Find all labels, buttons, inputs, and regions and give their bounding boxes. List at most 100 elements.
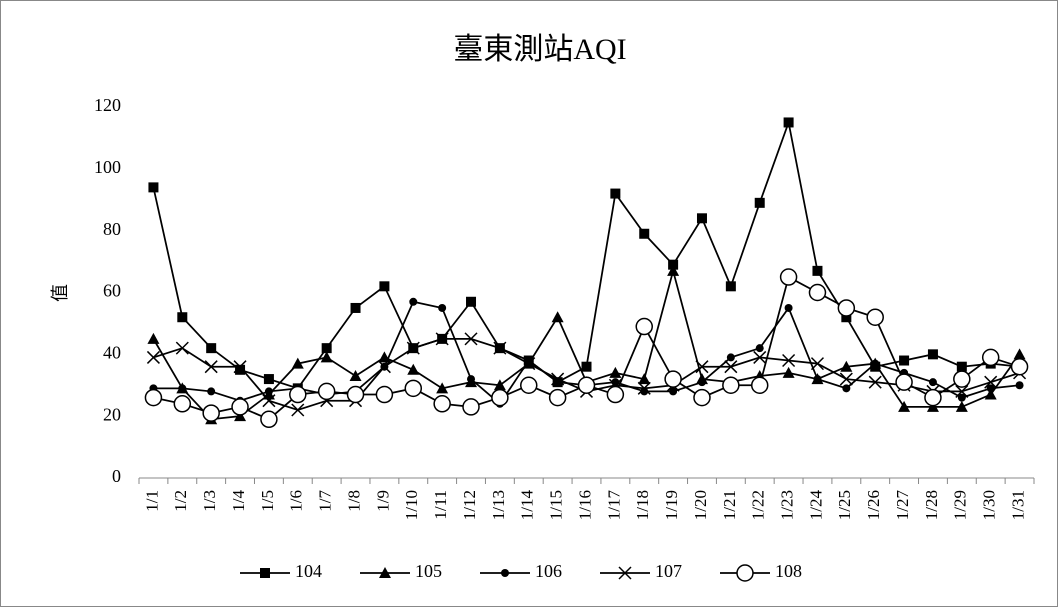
data-point — [173, 395, 192, 413]
data-point — [207, 387, 216, 396]
x-tick-label: 1/1 — [142, 490, 161, 512]
data-point — [754, 197, 765, 208]
data-point — [548, 388, 567, 407]
data-point — [637, 381, 651, 395]
data-point — [956, 361, 967, 372]
data-point — [669, 387, 678, 396]
data-point — [841, 312, 852, 323]
x-tick-label: 1/9 — [373, 490, 392, 512]
data-point — [1015, 381, 1024, 390]
data-point — [984, 375, 998, 389]
legend-marker — [618, 566, 632, 580]
data-point — [438, 303, 447, 312]
legend-marker — [260, 568, 270, 578]
data-point — [928, 378, 937, 387]
data-point — [839, 372, 853, 386]
x-tick-label: 1/5 — [258, 490, 277, 512]
x-tick-label: 1/20 — [691, 490, 710, 520]
data-point — [148, 182, 159, 193]
x-tick-label: 1/25 — [835, 490, 854, 520]
data-point — [522, 357, 536, 371]
data-point — [984, 388, 997, 400]
x-tick-label: 1/10 — [402, 490, 421, 520]
data-point — [667, 264, 680, 276]
data-point — [204, 360, 218, 374]
data-point — [693, 388, 711, 407]
x-tick-label: 1/23 — [778, 490, 797, 520]
data-point — [235, 364, 246, 375]
legend-marker — [379, 567, 391, 578]
data-point — [899, 355, 910, 366]
data-point — [147, 332, 160, 344]
data-point — [262, 394, 276, 408]
y-tick-label: 20 — [103, 404, 121, 424]
data-point — [264, 387, 273, 396]
x-tick-label: 1/19 — [662, 490, 681, 520]
data-point — [871, 359, 880, 368]
x-tick-label: 1/14 — [518, 490, 537, 521]
data-point — [231, 398, 249, 416]
data-point — [842, 384, 851, 393]
data-point — [435, 332, 449, 346]
data-point — [784, 303, 793, 312]
data-point — [927, 349, 938, 360]
data-point — [375, 385, 394, 404]
data-point — [779, 268, 798, 286]
data-point — [377, 360, 391, 374]
data-point — [407, 363, 420, 375]
data-point — [289, 385, 307, 404]
y-axis-label: 值 — [50, 284, 70, 302]
data-point — [349, 369, 362, 381]
data-point — [577, 376, 596, 394]
data-point — [926, 400, 939, 412]
data-point — [812, 265, 823, 276]
data-point — [406, 341, 420, 355]
x-tick-label: 1/22 — [749, 490, 768, 520]
data-point — [840, 360, 853, 372]
data-point — [409, 297, 418, 306]
data-point — [233, 360, 247, 374]
y-tick-label: 120 — [94, 95, 121, 115]
data-point — [955, 384, 969, 398]
data-point — [378, 351, 391, 363]
data-point — [291, 403, 305, 417]
data-point — [808, 283, 827, 302]
y-tick-label: 100 — [94, 157, 121, 177]
data-point — [175, 341, 189, 355]
data-point — [321, 343, 332, 354]
data-point — [726, 353, 735, 362]
data-point — [753, 350, 767, 364]
data-point — [404, 379, 423, 398]
data-point — [924, 388, 942, 407]
data-point — [346, 385, 365, 404]
data-point — [696, 213, 707, 224]
legend-marker — [736, 564, 754, 582]
x-tick-label: 1/31 — [1008, 490, 1027, 520]
data-point — [466, 296, 477, 307]
data-point — [263, 374, 274, 385]
data-point — [610, 188, 621, 199]
data-point — [350, 302, 361, 313]
x-tick-label: 1/6 — [287, 490, 306, 512]
data-point — [609, 366, 622, 378]
data-point — [581, 361, 592, 372]
legend-label: 106 — [535, 561, 562, 581]
data-point — [837, 299, 856, 317]
data-point — [810, 357, 824, 371]
data-point — [462, 398, 480, 416]
chart-title: 臺東測站AQI — [453, 33, 626, 66]
data-point — [635, 317, 653, 336]
data-point — [436, 382, 449, 394]
data-point — [664, 370, 682, 388]
data-point — [957, 393, 966, 402]
data-point — [551, 372, 565, 386]
data-point — [668, 259, 679, 270]
x-tick-label: 1/26 — [864, 490, 883, 520]
data-point — [813, 375, 822, 384]
x-tick-label: 1/12 — [460, 490, 479, 520]
x-tick-label: 1/29 — [951, 490, 970, 520]
x-tick-label: 1/16 — [575, 490, 594, 520]
data-point — [291, 357, 304, 369]
